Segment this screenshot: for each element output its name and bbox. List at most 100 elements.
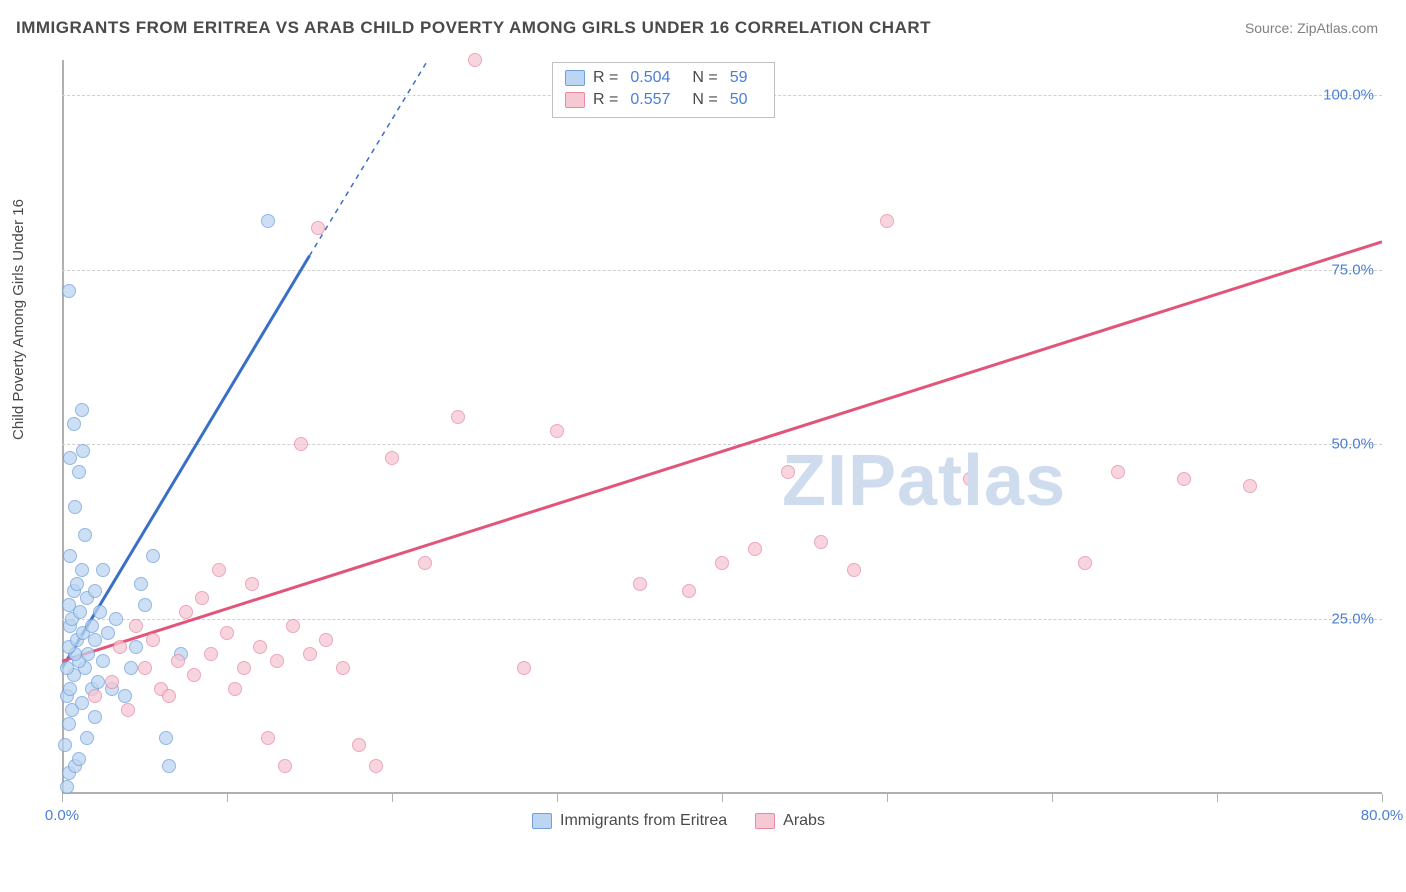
- scatter-point: [1078, 556, 1092, 570]
- scatter-point: [245, 577, 259, 591]
- scatter-point: [129, 640, 143, 654]
- trend-line-extrapolated: [310, 60, 475, 256]
- scatter-point: [451, 410, 465, 424]
- legend-n-label: N =: [692, 91, 717, 109]
- x-tick: [887, 794, 888, 802]
- scatter-point: [253, 640, 267, 654]
- scatter-point: [96, 563, 110, 577]
- scatter-point: [76, 444, 90, 458]
- scatter-point: [748, 542, 762, 556]
- scatter-point: [286, 619, 300, 633]
- x-tick-label: 80.0%: [1361, 807, 1404, 824]
- scatter-point: [847, 563, 861, 577]
- scatter-point: [369, 759, 383, 773]
- scatter-point: [62, 284, 76, 298]
- scatter-point: [204, 647, 218, 661]
- watermark: ZIPatlas: [782, 440, 1066, 522]
- scatter-point: [303, 647, 317, 661]
- scatter-point: [138, 598, 152, 612]
- scatter-point: [682, 584, 696, 598]
- scatter-point: [352, 738, 366, 752]
- legend-series-label: Arabs: [783, 812, 825, 830]
- scatter-point: [58, 738, 72, 752]
- legend-n-label: N =: [692, 69, 717, 87]
- scatter-point: [261, 731, 275, 745]
- scatter-point: [880, 214, 894, 228]
- scatter-point: [517, 661, 531, 675]
- source-label: Source:: [1245, 20, 1293, 36]
- scatter-point: [88, 584, 102, 598]
- scatter-point: [1243, 479, 1257, 493]
- scatter-point: [179, 605, 193, 619]
- scatter-point: [195, 591, 209, 605]
- scatter-point: [311, 221, 325, 235]
- legend-swatch-blue: [565, 70, 585, 86]
- x-tick: [1217, 794, 1218, 802]
- watermark-text: ZIPatlas: [782, 441, 1066, 521]
- scatter-point: [72, 465, 86, 479]
- plot-area: 25.0%50.0%75.0%100.0% 0.0%80.0% ZIPatlas…: [62, 60, 1382, 830]
- scatter-point: [171, 654, 185, 668]
- scatter-point: [468, 53, 482, 67]
- scatter-point: [109, 612, 123, 626]
- x-tick-label: 0.0%: [45, 807, 79, 824]
- trend-line: [62, 242, 1382, 661]
- legend-item: Arabs: [755, 812, 825, 830]
- scatter-point: [129, 619, 143, 633]
- scatter-point: [70, 577, 84, 591]
- x-tick: [557, 794, 558, 802]
- scatter-point: [85, 619, 99, 633]
- scatter-point: [96, 654, 110, 668]
- legend-series-label: Immigrants from Eritrea: [560, 812, 727, 830]
- scatter-point: [113, 640, 127, 654]
- scatter-point: [80, 731, 94, 745]
- scatter-point: [781, 465, 795, 479]
- scatter-point: [63, 682, 77, 696]
- scatter-point: [72, 752, 86, 766]
- scatter-point: [93, 605, 107, 619]
- x-tick: [1382, 794, 1383, 802]
- gridline-h: [62, 444, 1382, 445]
- scatter-point: [550, 424, 564, 438]
- scatter-point: [124, 661, 138, 675]
- y-axis-line: [62, 60, 64, 794]
- legend-swatch-pink: [565, 92, 585, 108]
- scatter-point: [60, 780, 74, 794]
- scatter-point: [62, 598, 76, 612]
- scatter-point: [162, 759, 176, 773]
- legend-swatch-pink: [755, 813, 775, 829]
- correlation-legend: R = 0.504 N = 59 R = 0.557 N = 50: [552, 62, 775, 118]
- legend-r-label: R =: [593, 69, 618, 87]
- scatter-point: [138, 661, 152, 675]
- scatter-point: [336, 661, 350, 675]
- legend-n-value: 59: [730, 69, 748, 87]
- scatter-point: [1111, 465, 1125, 479]
- x-tick: [1052, 794, 1053, 802]
- legend-n-value: 50: [730, 91, 748, 109]
- y-axis-label: Child Poverty Among Girls Under 16: [10, 199, 27, 440]
- scatter-point: [62, 717, 76, 731]
- scatter-point: [237, 661, 251, 675]
- scatter-point: [146, 549, 160, 563]
- x-tick: [227, 794, 228, 802]
- scatter-point: [385, 451, 399, 465]
- scatter-point: [187, 668, 201, 682]
- scatter-point: [715, 556, 729, 570]
- x-tick: [392, 794, 393, 802]
- scatter-point: [418, 556, 432, 570]
- scatter-point: [261, 214, 275, 228]
- scatter-point: [75, 563, 89, 577]
- legend-row: R = 0.557 N = 50: [565, 89, 762, 111]
- gridline-h: [62, 619, 1382, 620]
- source-value: ZipAtlas.com: [1297, 20, 1378, 36]
- scatter-point: [319, 633, 333, 647]
- scatter-point: [81, 647, 95, 661]
- y-tick-label: 100.0%: [1323, 86, 1374, 103]
- legend-r-value: 0.557: [630, 91, 670, 109]
- scatter-point: [162, 689, 176, 703]
- legend-row: R = 0.504 N = 59: [565, 67, 762, 89]
- y-tick-label: 25.0%: [1331, 611, 1374, 628]
- y-tick-label: 75.0%: [1331, 261, 1374, 278]
- scatter-point: [146, 633, 160, 647]
- legend-r-value: 0.504: [630, 69, 670, 87]
